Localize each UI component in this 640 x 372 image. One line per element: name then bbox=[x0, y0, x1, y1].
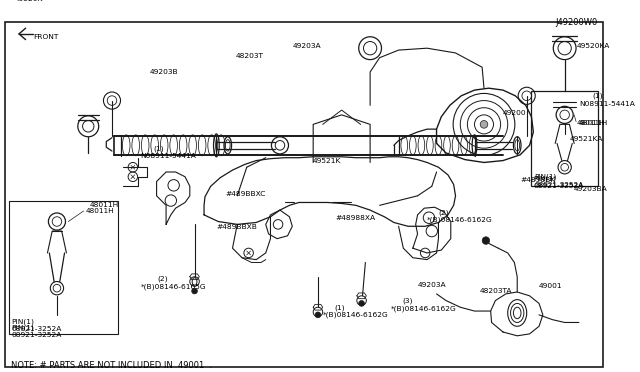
Text: (2): (2) bbox=[157, 276, 168, 282]
Text: 49521K: 49521K bbox=[313, 158, 342, 164]
Text: 48203T: 48203T bbox=[236, 53, 263, 59]
Text: 08921-3252A: 08921-3252A bbox=[533, 183, 584, 189]
Bar bbox=[531, 91, 598, 186]
Text: 49203A: 49203A bbox=[417, 282, 446, 288]
Ellipse shape bbox=[480, 121, 488, 128]
Text: (1): (1) bbox=[334, 304, 345, 311]
Text: *(B)08146-6162G: *(B)08146-6162G bbox=[391, 305, 457, 312]
Text: 48011H: 48011H bbox=[577, 120, 605, 126]
Circle shape bbox=[315, 312, 321, 318]
Text: 48011H: 48011H bbox=[89, 202, 118, 208]
Circle shape bbox=[482, 237, 490, 244]
Text: 49203A: 49203A bbox=[292, 44, 321, 49]
Text: N08911-5441A: N08911-5441A bbox=[579, 100, 635, 106]
Text: 49521KA: 49521KA bbox=[570, 136, 603, 142]
Text: #489BBXB: #489BBXB bbox=[216, 224, 257, 230]
Text: (2): (2) bbox=[438, 209, 449, 216]
Text: 49001: 49001 bbox=[539, 283, 563, 289]
Circle shape bbox=[359, 301, 364, 306]
Text: #4898BK: #4898BK bbox=[520, 177, 555, 183]
Text: PIN(1): PIN(1) bbox=[534, 174, 557, 180]
Text: *(B)08146-6162G: *(B)08146-6162G bbox=[323, 312, 388, 318]
Text: 08921-3252A: 08921-3252A bbox=[12, 332, 62, 338]
Text: 49520KA: 49520KA bbox=[577, 44, 611, 49]
Text: *(B)08146-6165G: *(B)08146-6165G bbox=[140, 283, 206, 290]
Text: 48203TA: 48203TA bbox=[479, 288, 512, 294]
Text: #48988XA: #48988XA bbox=[335, 215, 375, 221]
Text: 49200: 49200 bbox=[503, 110, 527, 116]
Text: 08921-3252A: 08921-3252A bbox=[12, 326, 62, 332]
Text: (3): (3) bbox=[403, 298, 413, 304]
Bar bbox=[8, 201, 118, 334]
Text: 49203BA: 49203BA bbox=[574, 186, 608, 192]
Text: 48011H: 48011H bbox=[85, 208, 114, 214]
Text: J49200W0: J49200W0 bbox=[556, 18, 598, 27]
Text: PIN(1): PIN(1) bbox=[533, 176, 556, 182]
Text: FRONT: FRONT bbox=[33, 34, 59, 40]
Text: 49203B: 49203B bbox=[150, 69, 179, 75]
Text: NOTE: # PARTS ARE NOT INCLUDED IN  49001  .: NOTE: # PARTS ARE NOT INCLUDED IN 49001 … bbox=[12, 360, 212, 369]
Text: PIN(1): PIN(1) bbox=[12, 324, 35, 331]
Text: PIN(1): PIN(1) bbox=[12, 319, 35, 325]
Text: 48011H: 48011H bbox=[579, 120, 608, 126]
Text: #489BBXC: #489BBXC bbox=[226, 191, 266, 197]
Circle shape bbox=[192, 288, 197, 294]
Text: N08911-5441A: N08911-5441A bbox=[140, 153, 196, 159]
Text: (1): (1) bbox=[154, 145, 164, 152]
Text: 08921-3252A: 08921-3252A bbox=[534, 182, 584, 187]
Text: (1): (1) bbox=[592, 93, 603, 99]
Text: *(B)08146-6162G: *(B)08146-6162G bbox=[427, 217, 493, 223]
Text: 49520K: 49520K bbox=[14, 0, 43, 2]
